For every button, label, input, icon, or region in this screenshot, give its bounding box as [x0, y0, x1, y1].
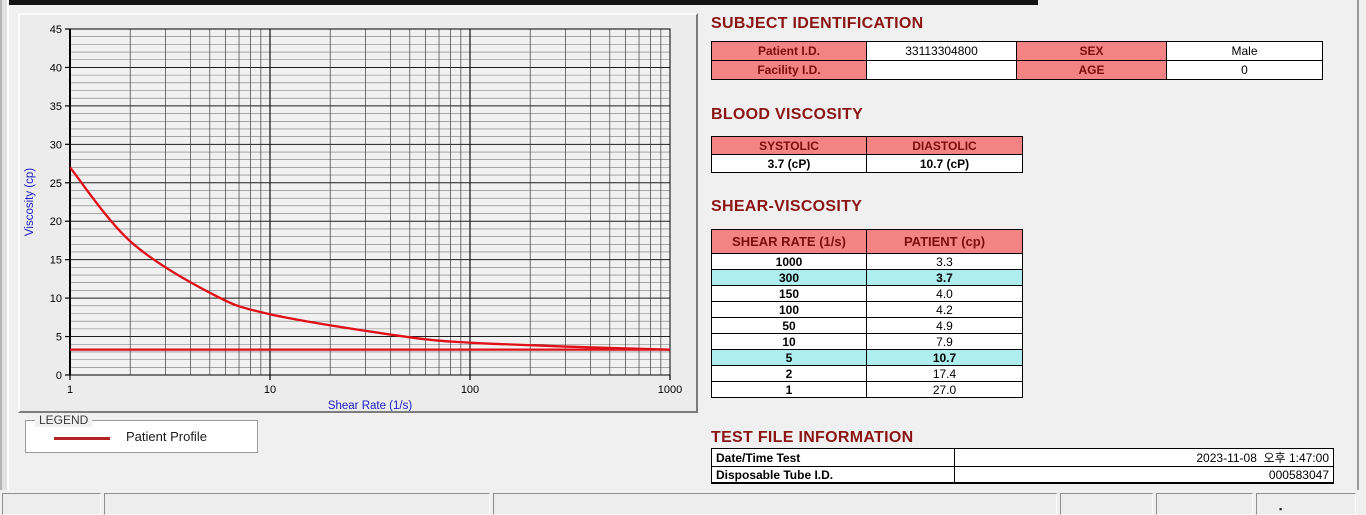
age-label: AGE	[1016, 60, 1167, 80]
patient-value-cell: 4.0	[866, 285, 1023, 302]
blood-header-row: SYSTOLIC DIASTOLIC	[711, 136, 1023, 155]
patient-value-cell: 27.0	[866, 381, 1023, 398]
legend-line-sample	[54, 437, 110, 440]
x-axis-label: Shear Rate (1/s)	[328, 400, 413, 411]
right-window-edge	[1357, 0, 1359, 508]
diastolic-header: DIASTOLIC	[866, 136, 1023, 155]
section-title-blood-viscosity: BLOOD VISCOSITY	[711, 106, 864, 123]
status-segment-5	[1156, 493, 1253, 515]
patient-value-cell: 10.7	[866, 349, 1023, 366]
series-patient-profile	[69, 166, 671, 351]
top-window-edge	[8, 0, 1038, 5]
shear-row: 2 17.4	[711, 365, 1023, 382]
systolic-header: SYSTOLIC	[711, 136, 867, 155]
svg-text:1: 1	[67, 384, 73, 396]
svg-text:1000: 1000	[658, 384, 682, 396]
test-file-information-table: Date/Time Test 2023-11-08 오후 1:47:00 Dis…	[711, 448, 1334, 484]
svg-text:45: 45	[50, 24, 62, 36]
shear-rate-cell: 1000	[711, 253, 867, 270]
svg-text:10: 10	[264, 384, 276, 396]
systolic-value: 3.7 (cP)	[711, 154, 867, 173]
tube-id-label: Disposable Tube I.D.	[711, 466, 955, 484]
legend-box: LEGEND Patient Profile	[25, 413, 258, 453]
shear-row: 100 4.2	[711, 301, 1023, 318]
shear-row: 300 3.7	[711, 269, 1023, 286]
status-segment-2	[104, 493, 490, 515]
section-title-test-file-information: TEST FILE INFORMATION	[711, 429, 914, 446]
viscosity-chart-panel: 0 5 10 15 20 25 30 35 40 45 1 10 100 1000 Shear Rate (…	[18, 13, 698, 413]
status-segment-6: ▪	[1256, 493, 1356, 515]
patient-value-cell: 7.9	[866, 333, 1023, 350]
shear-row: 10 7.9	[711, 333, 1023, 350]
shear-row: 5 10.7	[711, 349, 1023, 366]
svg-text:5: 5	[56, 332, 62, 344]
blood-viscosity-table: SYSTOLIC DIASTOLIC 3.7 (cP) 10.7 (cP)	[711, 136, 1023, 173]
svg-text:35: 35	[50, 101, 62, 113]
shear-rate-cell: 300	[711, 269, 867, 286]
status-segment-3	[493, 493, 1057, 515]
shear-rate-cell: 100	[711, 301, 867, 318]
svg-text:15: 15	[50, 255, 62, 267]
patient-value-cell: 3.3	[866, 253, 1023, 270]
svg-text:30: 30	[50, 139, 62, 151]
left-window-edge	[0, 0, 9, 508]
subject-row-1: Patient I.D. 33113304800 SEX Male	[711, 41, 1323, 61]
datetime-row: Date/Time Test 2023-11-08 오후 1:47:00	[711, 448, 1334, 467]
shear-row: 1000 3.3	[711, 253, 1023, 270]
section-title-shear-viscosity: SHEAR-VISCOSITY	[711, 198, 863, 215]
y-axis-label: Viscosity (cp)	[24, 168, 36, 236]
tube-id-row: Disposable Tube I.D. 000583047	[711, 466, 1334, 484]
patient-value-cell: 4.2	[866, 301, 1023, 318]
shear-rate-cell: 1	[711, 381, 867, 398]
viscosity-chart: 0 5 10 15 20 25 30 35 40 45 1 10 100 1000 Shear Rate (…	[24, 24, 682, 412]
patient-value-cell: 3.7	[866, 269, 1023, 286]
facility-id-label: Facility I.D.	[711, 60, 867, 80]
status-segment-1	[2, 493, 101, 515]
shear-rate-cell: 10	[711, 333, 867, 350]
status-bar: ▪	[0, 490, 1366, 515]
tube-id-value: 000583047	[954, 466, 1334, 484]
blood-value-row: 3.7 (cP) 10.7 (cP)	[711, 154, 1023, 173]
shear-row: 1 27.0	[711, 381, 1023, 398]
shear-row: 150 4.0	[711, 285, 1023, 302]
sex-value: Male	[1166, 41, 1323, 61]
svg-text:25: 25	[50, 178, 62, 190]
shear-row: 50 4.9	[711, 317, 1023, 334]
svg-text:40: 40	[50, 62, 62, 74]
patient-cp-header: PATIENT (cp)	[866, 229, 1023, 254]
facility-id-value	[866, 60, 1017, 80]
datetime-value: 2023-11-08 오후 1:47:00	[954, 448, 1334, 467]
diastolic-value: 10.7 (cP)	[866, 154, 1023, 173]
shear-viscosity-table: SHEAR RATE (1/s) PATIENT (cp) 1000 3.3 300…	[711, 229, 1023, 398]
svg-text:20: 20	[50, 216, 62, 228]
patient-value-cell: 4.9	[866, 317, 1023, 334]
shear-rate-cell: 150	[711, 285, 867, 302]
shear-header-row: SHEAR RATE (1/s) PATIENT (cp)	[711, 229, 1023, 254]
section-title-subject-identification: SUBJECT IDENTIFICATION	[711, 15, 924, 32]
datetime-label: Date/Time Test	[711, 448, 955, 467]
svg-text:100: 100	[461, 384, 479, 396]
svg-text:10: 10	[50, 293, 62, 305]
status-icon: ▪	[1279, 504, 1283, 514]
subject-identification-table: Patient I.D. 33113304800 SEX Male Facili…	[711, 41, 1323, 80]
age-value: 0	[1166, 60, 1323, 80]
patient-value-cell: 17.4	[866, 365, 1023, 382]
status-segment-4	[1060, 493, 1153, 515]
legend-entry-label: Patient Profile	[126, 429, 207, 444]
shear-rate-cell: 2	[711, 365, 867, 382]
legend-box-title: LEGEND	[35, 413, 93, 427]
svg-text:0: 0	[56, 370, 62, 382]
shear-rate-header: SHEAR RATE (1/s)	[711, 229, 867, 254]
shear-rate-cell: 5	[711, 349, 867, 366]
patient-id-label: Patient I.D.	[711, 41, 867, 61]
sex-label: SEX	[1016, 41, 1167, 61]
shear-rate-cell: 50	[711, 317, 867, 334]
subject-row-2: Facility I.D. AGE 0	[711, 60, 1323, 80]
patient-id-value: 33113304800	[866, 41, 1017, 61]
